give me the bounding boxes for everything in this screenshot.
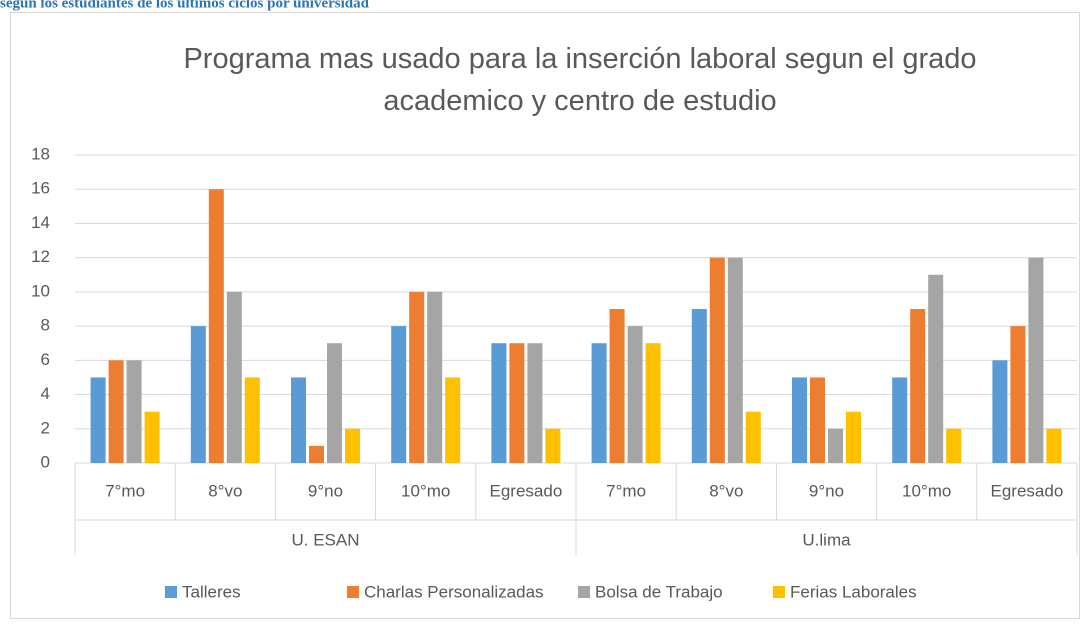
bar (946, 428, 962, 463)
bar (792, 377, 807, 463)
bar (445, 377, 461, 463)
y-tick-label: 0 (41, 452, 50, 471)
legend-label: Charlas Personalizadas (364, 582, 544, 601)
caption: según los estudiantes de los últimos cic… (0, 0, 370, 11)
x-tick-label: 8°vo (709, 481, 743, 500)
bar (846, 411, 861, 463)
y-tick-label: 14 (31, 213, 50, 232)
x-tick-label: 10°mo (401, 481, 450, 500)
bar (491, 343, 507, 463)
x-tick-label: 8°vo (208, 481, 242, 500)
bar (527, 343, 543, 463)
bar (509, 343, 525, 463)
bar (892, 377, 908, 463)
bar (709, 257, 725, 463)
bar (591, 343, 607, 463)
x-tick-label: Egresado (991, 481, 1064, 500)
bar (1046, 428, 1062, 463)
bar (409, 291, 425, 463)
group-label: U.lima (802, 530, 851, 549)
bar (828, 428, 843, 463)
chart-title: Programa mas usado para la inserción lab… (183, 43, 977, 117)
legend-swatch (347, 586, 359, 598)
legend-label: Talleres (182, 582, 241, 601)
y-tick-label: 12 (31, 247, 50, 266)
bar (90, 377, 106, 463)
y-tick-label: 8 (41, 316, 50, 335)
y-tick-label: 4 (41, 384, 50, 403)
bar (291, 377, 306, 463)
bar (910, 309, 926, 463)
legend-swatch (578, 586, 590, 598)
legend-label: Bolsa de Trabajo (595, 582, 723, 601)
bar (108, 360, 124, 463)
x-tick-label: 10°mo (902, 481, 951, 500)
bar (144, 411, 160, 463)
bar (645, 343, 661, 463)
bar (309, 445, 324, 463)
bar (691, 309, 707, 463)
group-label: U. ESAN (291, 530, 359, 549)
bar (226, 291, 242, 463)
bar (391, 326, 407, 463)
bar (1028, 257, 1044, 463)
bar (208, 189, 224, 463)
bar (928, 274, 944, 463)
bar (1010, 326, 1026, 463)
bar (327, 343, 342, 463)
x-tick-label: 7°mo (606, 481, 646, 500)
chart-border (10, 12, 1080, 619)
bar (992, 360, 1008, 463)
bar (345, 428, 360, 463)
bar (126, 360, 142, 463)
bar (190, 326, 206, 463)
x-tick-label: 9°no (809, 481, 844, 500)
bar (609, 309, 625, 463)
bar (745, 411, 761, 463)
bar (727, 257, 743, 463)
legend-swatch (773, 586, 785, 598)
y-tick-label: 2 (41, 418, 50, 437)
legend-label: Ferias Laborales (790, 582, 917, 601)
y-tick-label: 18 (31, 144, 50, 163)
bar (427, 291, 443, 463)
x-tick-label: 9°no (308, 481, 343, 500)
x-tick-label: Egresado (490, 481, 563, 500)
y-tick-label: 16 (31, 179, 50, 198)
bar (244, 377, 260, 463)
y-tick-label: 10 (31, 281, 50, 300)
bar (627, 326, 643, 463)
x-tick-label: 7°mo (105, 481, 145, 500)
legend-swatch (165, 586, 177, 598)
bar (810, 377, 825, 463)
bar (545, 428, 561, 463)
y-tick-label: 6 (41, 350, 50, 369)
